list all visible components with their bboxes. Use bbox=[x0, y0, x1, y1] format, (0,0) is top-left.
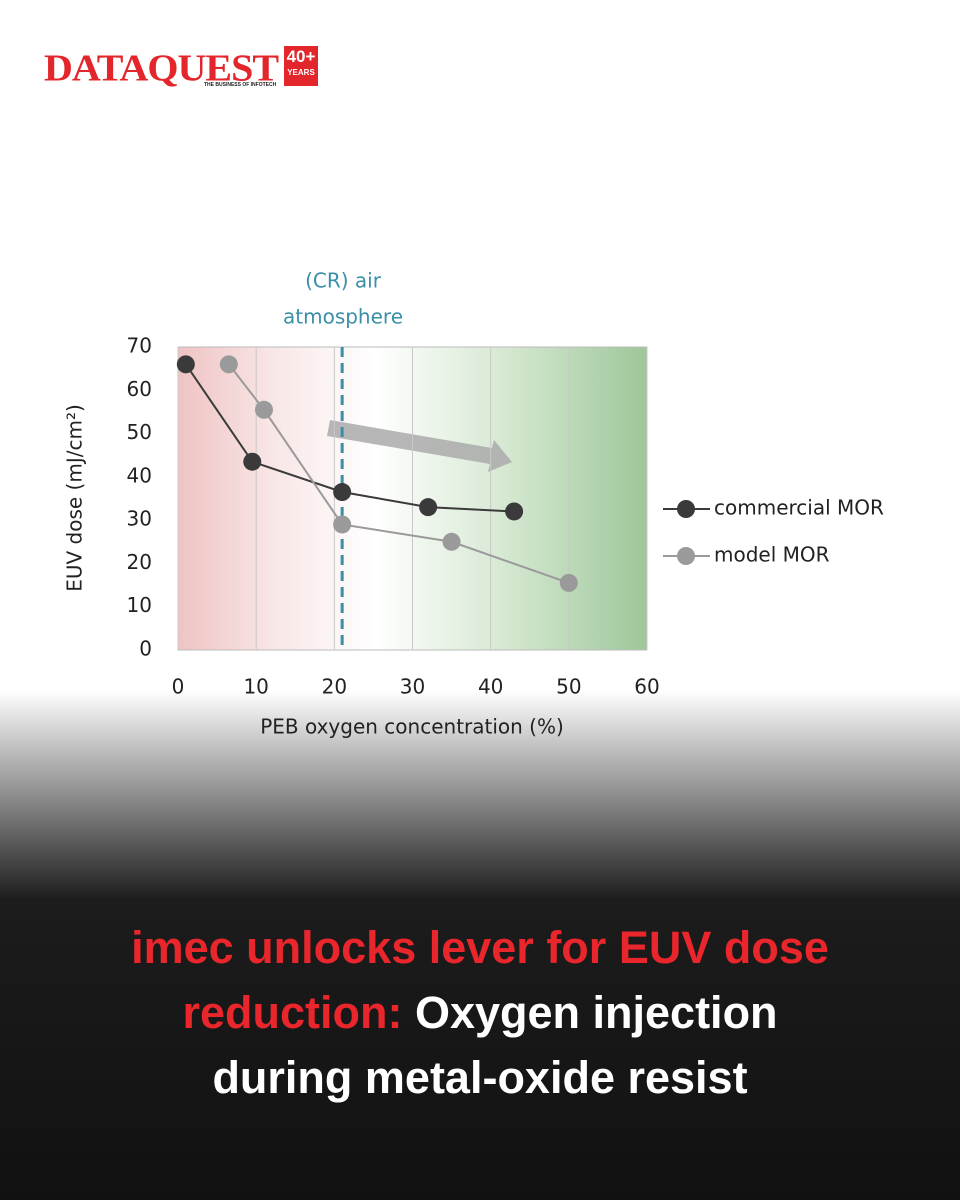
chart: (CR) air atmosphere PEB oxygen concentra… bbox=[63, 269, 885, 739]
y-tick-label: 20 bbox=[127, 550, 152, 574]
legend-label: commercial MOR bbox=[714, 496, 884, 520]
badge-number: 40+ bbox=[286, 47, 316, 66]
x-tick-label: 30 bbox=[400, 675, 425, 699]
data-point bbox=[219, 355, 238, 374]
x-tick-label: 60 bbox=[634, 675, 659, 699]
tagline: THE BUSINESS OF INFOTECH bbox=[204, 82, 277, 88]
data-point bbox=[442, 532, 461, 551]
annotation-line: atmosphere bbox=[283, 305, 403, 329]
y-tick-label: 0 bbox=[139, 637, 152, 661]
legend-label: model MOR bbox=[714, 543, 830, 567]
x-tick-label: 10 bbox=[243, 675, 268, 699]
y-tick-label: 50 bbox=[127, 420, 152, 444]
data-point bbox=[254, 400, 273, 419]
headline: imec unlocks lever for EUV dose reductio… bbox=[0, 915, 960, 1110]
x-tick-label: 40 bbox=[478, 675, 503, 699]
headline-text: Oxygen injection bbox=[414, 987, 778, 1038]
y-tick-label: 10 bbox=[127, 593, 152, 617]
headline-text: during metal-oxide resist bbox=[212, 1052, 748, 1103]
x-axis-label: PEB oxygen concentration (%) bbox=[260, 715, 564, 739]
legend-marker bbox=[677, 500, 695, 518]
badge-sub: YEARS bbox=[287, 68, 315, 77]
data-point bbox=[505, 502, 524, 521]
x-tick-label: 0 bbox=[172, 675, 185, 699]
data-point bbox=[559, 573, 578, 592]
trend-arrow bbox=[327, 420, 512, 472]
badge: 40+ YEARS bbox=[284, 46, 318, 86]
legend-marker bbox=[677, 547, 695, 565]
headline-highlight: reduction: bbox=[182, 987, 403, 1038]
x-tick-label: 20 bbox=[322, 675, 347, 699]
data-point bbox=[333, 515, 352, 534]
data-point bbox=[419, 498, 438, 517]
annotation-line: (CR) air bbox=[305, 269, 382, 293]
data-point bbox=[333, 483, 352, 502]
headline-highlight: imec unlocks lever for EUV dose bbox=[131, 922, 829, 973]
brand-name: DATAQUEST bbox=[44, 46, 279, 89]
y-tick-label: 30 bbox=[127, 507, 152, 531]
data-point bbox=[243, 452, 262, 471]
y-axis-label: EUV dose (mJ/cm²) bbox=[63, 404, 87, 592]
y-tick-label: 70 bbox=[127, 334, 152, 358]
y-tick-label: 40 bbox=[127, 463, 152, 487]
data-point bbox=[176, 355, 195, 374]
y-tick-label: 60 bbox=[127, 377, 152, 401]
x-tick-label: 50 bbox=[556, 675, 581, 699]
logo: DATAQUEST 40+ YEARS THE BUSINESS OF INFOT… bbox=[44, 44, 318, 91]
